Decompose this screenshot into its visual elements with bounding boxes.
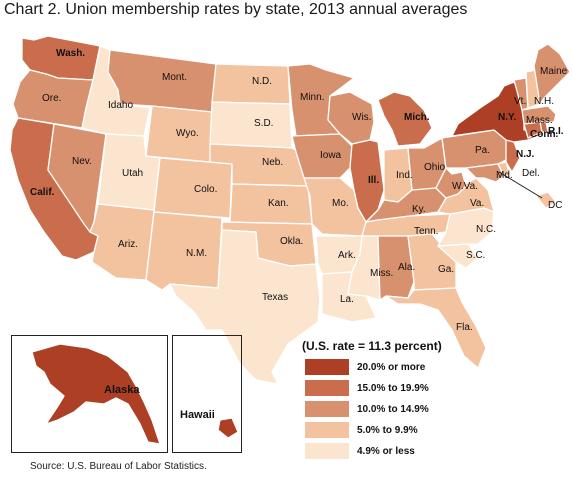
state-label-in: Ind. bbox=[396, 170, 413, 181]
legend-swatch bbox=[305, 380, 349, 396]
state-label-wi: Wis. bbox=[352, 112, 371, 123]
state-label-nh: N.H. bbox=[534, 96, 554, 107]
hawaii-inset-frame bbox=[172, 335, 242, 453]
state-label-ca: Calif. bbox=[30, 187, 55, 198]
state-label-nm: N.M. bbox=[186, 248, 207, 259]
state-label-nd: N.D. bbox=[252, 76, 272, 87]
state-dc bbox=[535, 191, 557, 209]
state-label-il: Ill. bbox=[368, 175, 379, 186]
state-label-sd: S.D. bbox=[254, 118, 273, 129]
state-label-fl: Fla. bbox=[456, 322, 473, 333]
state-label-ny: N.Y. bbox=[498, 112, 517, 123]
legend-swatch bbox=[305, 401, 349, 417]
state-label-ct: Conn. bbox=[530, 129, 559, 140]
state-label-or: Ore. bbox=[42, 93, 61, 104]
state-label-ms: Miss. bbox=[370, 268, 393, 279]
state-label-ut: Utah bbox=[122, 168, 143, 179]
legend-item: 10.0% to 14.9% bbox=[305, 401, 429, 417]
state-label-ne: Neb. bbox=[262, 157, 283, 168]
state-label-nv: Nev. bbox=[72, 156, 92, 167]
state-label-dc: DC bbox=[548, 200, 562, 211]
legend-label: 5.0% to 9.9% bbox=[357, 424, 418, 436]
legend-title: (U.S. rate = 11.3 percent) bbox=[302, 339, 442, 353]
state-label-tx: Texas bbox=[262, 292, 288, 303]
state-label-me: Maine bbox=[540, 66, 568, 77]
state-label-nj: N.J. bbox=[516, 149, 535, 160]
state-label-wv: W.Va. bbox=[452, 181, 478, 192]
state-label-hi: Hawaii bbox=[180, 409, 215, 421]
state-ma bbox=[521, 105, 557, 125]
state-label-ky: Ky. bbox=[412, 204, 426, 215]
legend-label: 10.0% to 14.9% bbox=[357, 403, 429, 415]
state-label-ar: Ark. bbox=[338, 250, 356, 261]
state-fl bbox=[385, 287, 487, 369]
state-label-pa: Pa. bbox=[475, 145, 490, 156]
legend-item: 4.9% or less bbox=[305, 443, 415, 459]
state-label-va: Va. bbox=[470, 198, 484, 209]
state-label-mo: Mo. bbox=[332, 198, 349, 209]
state-label-ga: Ga. bbox=[438, 264, 454, 275]
state-label-tn: Tenn. bbox=[414, 226, 438, 237]
state-nm bbox=[145, 211, 223, 291]
state-hi bbox=[217, 417, 239, 439]
dc-leader-line bbox=[498, 171, 543, 199]
legend-swatch bbox=[305, 422, 349, 438]
state-label-vt: Vt. bbox=[514, 96, 526, 107]
state-label-mn: Minn. bbox=[300, 92, 324, 103]
state-de bbox=[497, 161, 511, 177]
state-co bbox=[153, 157, 233, 219]
state-label-de: Del. bbox=[522, 168, 540, 179]
state-label-oh: Ohio bbox=[424, 162, 446, 173]
legend-item: 20.0% or more bbox=[305, 359, 425, 375]
state-label-ma: Mass. bbox=[526, 115, 553, 126]
state-label-co: Colo. bbox=[194, 184, 217, 195]
source-note: Source: U.S. Bureau of Labor Statistics. bbox=[30, 461, 207, 472]
state-nd bbox=[211, 63, 291, 105]
state-label-ks: Kan. bbox=[268, 198, 289, 209]
chart-title: Chart 2. Union membership rates by state… bbox=[4, 1, 468, 18]
state-label-ia: Iowa bbox=[320, 150, 342, 161]
state-me bbox=[533, 43, 571, 105]
state-label-mt: Mont. bbox=[162, 72, 187, 83]
state-label-id: Idaho bbox=[108, 100, 133, 111]
state-ak bbox=[31, 343, 161, 445]
legend-item: 15.0% to 19.9% bbox=[305, 380, 429, 396]
state-label-al: Ala. bbox=[398, 262, 415, 273]
state-sd bbox=[209, 101, 293, 149]
legend-item: 5.0% to 9.9% bbox=[305, 422, 418, 438]
legend-swatch bbox=[305, 359, 349, 375]
state-label-mi: Mich. bbox=[404, 112, 430, 123]
legend-label: 4.9% or less bbox=[357, 445, 415, 457]
legend-swatch bbox=[305, 443, 349, 459]
legend-label: 15.0% to 19.9% bbox=[357, 382, 429, 394]
legend-label: 20.0% or more bbox=[357, 361, 426, 373]
state-label-wa: Wash. bbox=[56, 48, 85, 59]
alaska-inset-frame bbox=[11, 335, 168, 453]
state-label-sc: S.C. bbox=[466, 250, 485, 261]
state-wv bbox=[435, 167, 467, 199]
state-mi bbox=[377, 91, 433, 147]
state-label-ri: R.I. bbox=[548, 126, 564, 137]
state-label-md: Md. bbox=[496, 170, 513, 181]
state-label-wy: Wyo. bbox=[176, 128, 199, 139]
state-label-ak: Alaska bbox=[104, 384, 140, 396]
state-label-az: Ariz. bbox=[118, 239, 138, 250]
state-label-ok: Okla. bbox=[280, 236, 303, 247]
state-label-la: La. bbox=[340, 294, 354, 305]
state-label-nc: N.C. bbox=[476, 224, 496, 235]
state-tx bbox=[169, 229, 321, 385]
